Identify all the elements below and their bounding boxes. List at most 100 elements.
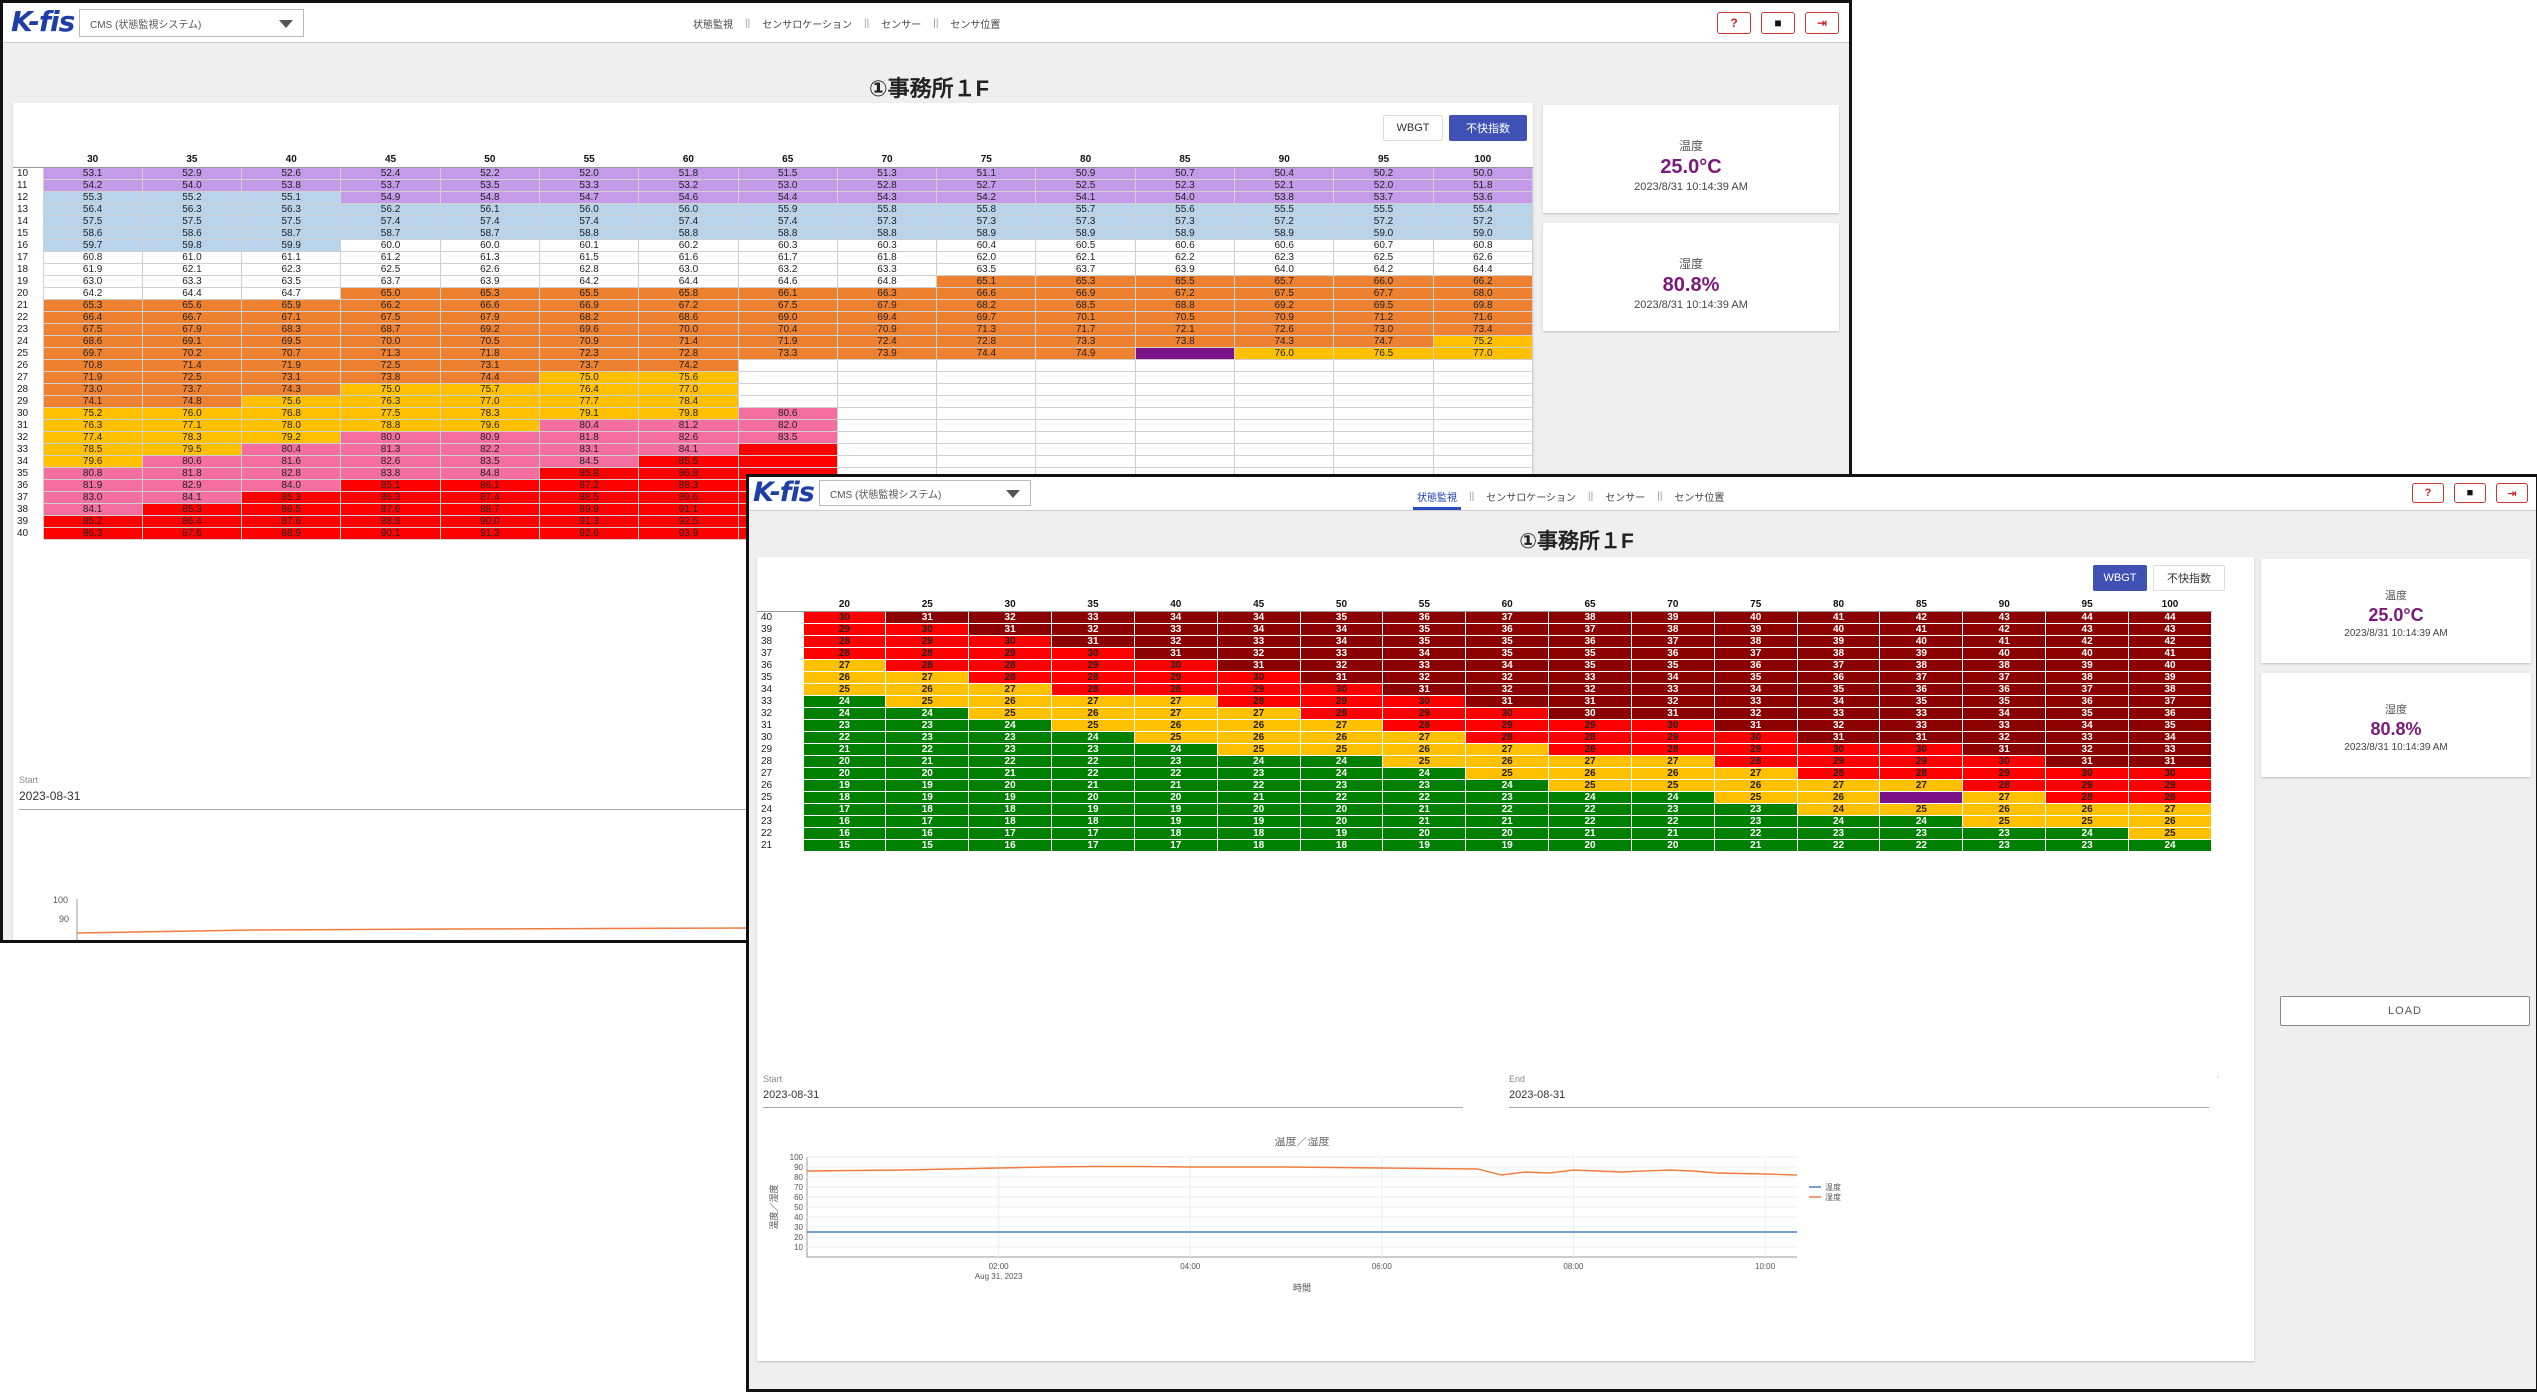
load-button[interactable]: LOAD — [2280, 996, 2530, 1026]
table-cell: 77.0 — [638, 382, 739, 396]
help-icon[interactable]: ? — [1717, 12, 1751, 34]
table-cell: 80.6 — [737, 406, 838, 420]
table-cell: 75.2 — [42, 406, 143, 420]
table-cell: 42 — [1962, 622, 2047, 636]
table-cell — [737, 394, 838, 408]
table-cell: 65.7 — [1234, 274, 1335, 288]
table-cell: 53.7 — [1333, 190, 1434, 204]
logout-icon[interactable]: ⇥ — [2496, 483, 2528, 503]
table-cell: 88.3 — [638, 478, 739, 492]
table-cell: 67.2 — [1134, 286, 1236, 300]
row-header: 22 — [757, 827, 803, 839]
column-header: 85 — [1879, 599, 1963, 612]
system-select[interactable]: CMS (状態監視システム) — [819, 480, 1031, 506]
y-tick-label: 30 — [794, 1223, 803, 1232]
table-cell: 29 — [1465, 718, 1550, 732]
column-header: 50 — [440, 153, 540, 168]
row-header: 37 — [13, 491, 43, 503]
nav-item[interactable]: センサ位置 — [950, 20, 1001, 31]
chevron-down-icon — [1006, 490, 1020, 498]
nav-item[interactable]: センサ位置 — [1674, 493, 1725, 504]
nav-item[interactable]: センサー — [1605, 493, 1646, 504]
table-cell: 35 — [2128, 718, 2212, 732]
table-cell: 61.6 — [638, 250, 739, 264]
table-cell — [1134, 454, 1236, 468]
table-cell: 36 — [1962, 682, 2047, 696]
nav-item[interactable]: 状態監視 — [693, 20, 733, 31]
table-cell: 63.9 — [1134, 262, 1236, 276]
help-icon[interactable]: ? — [2412, 483, 2444, 503]
table-cell: 72.1 — [1134, 322, 1236, 336]
table-cell: 35 — [1465, 646, 1550, 660]
table-cell: 56.0 — [538, 202, 640, 216]
table-cell: 72.8 — [936, 334, 1037, 348]
y-tick-label: 80 — [794, 1173, 803, 1182]
table-cell: 55.3 — [42, 190, 143, 204]
nav-separator: || — [1469, 491, 1475, 502]
table-cell: 24 — [802, 706, 887, 720]
table-cell — [1035, 430, 1136, 444]
table-cell: 54.3 — [836, 190, 938, 204]
table-cell: 91.3 — [439, 526, 540, 540]
table-cell: 32 — [1299, 658, 1384, 672]
table-cell: 52.5 — [1035, 178, 1136, 192]
table-cell: 65.3 — [42, 298, 143, 312]
table-cell — [1035, 370, 1136, 384]
end-date-field[interactable]: End 2023-08-31 — [1509, 1074, 2209, 1108]
table-cell: 33 — [1879, 706, 1964, 720]
table-cell: 76.3 — [42, 418, 143, 432]
table-cell: 55.5 — [1234, 202, 1335, 216]
table-cell: 60.1 — [538, 238, 640, 252]
table-cell: 21 — [1133, 778, 1218, 792]
discomfort-button[interactable]: 不快指数 — [1449, 115, 1527, 141]
page-title: ①事務所１F — [868, 76, 990, 101]
logout-icon[interactable]: ⇥ — [1805, 12, 1839, 34]
table-cell: 60.8 — [1432, 238, 1534, 252]
table-cell — [1234, 418, 1335, 432]
table-cell: 32 — [1216, 646, 1301, 660]
table-cell: 68.6 — [42, 334, 143, 348]
table-cell: 87.4 — [439, 490, 540, 504]
wbgt-button[interactable]: WBGT — [2093, 565, 2147, 591]
table-cell: 81.9 — [42, 478, 143, 492]
table-cell: 20 — [1382, 826, 1467, 840]
table-cell: 37 — [1796, 658, 1881, 672]
table-cell: 29 — [1879, 754, 1964, 768]
table-cell: 26 — [1796, 790, 1881, 804]
table-cell: 26 — [1879, 790, 1964, 804]
table-cell: 81.2 — [638, 418, 739, 432]
table-cell — [1333, 454, 1434, 468]
table-cell: 92.5 — [638, 514, 739, 528]
user-icon[interactable]: ■ — [1761, 12, 1795, 34]
nav-item[interactable]: センサー — [881, 20, 922, 31]
discomfort-button[interactable]: 不快指数 — [2153, 565, 2225, 591]
start-label: Start — [763, 1074, 783, 1084]
table-cell: 21 — [1051, 778, 1135, 792]
table-cell: 69.5 — [1333, 298, 1434, 312]
table-cell: 18 — [1299, 838, 1384, 852]
table-cell: 28 — [802, 634, 887, 648]
row-header: 10 — [13, 167, 43, 179]
nav-item[interactable]: センサロケーション — [762, 20, 853, 31]
table-cell: 25 — [1299, 742, 1384, 756]
nav-item[interactable]: 状態監視 — [1413, 489, 1461, 510]
start-date-field[interactable]: Start 2023-08-31 — [763, 1074, 1463, 1108]
row-header: 27 — [757, 767, 803, 779]
table-cell: 56.3 — [141, 202, 243, 216]
corner-cell — [757, 599, 803, 612]
system-select[interactable]: CMS (状態監視システム) — [79, 9, 304, 37]
table-cell: 25 — [968, 706, 1053, 720]
table-cell: 42 — [2128, 634, 2212, 648]
table-cell: 24 — [1299, 754, 1384, 768]
table-cell: 19 — [1216, 814, 1301, 828]
table-cell: 71.4 — [141, 358, 243, 372]
table-cell: 33 — [1796, 706, 1881, 720]
table-cell: 60.8 — [42, 250, 143, 264]
user-icon[interactable]: ■ — [2454, 483, 2486, 503]
nav-item[interactable]: センサロケーション — [1486, 493, 1577, 504]
table-cell: 22 — [1796, 838, 1881, 852]
table-cell: 86.3 — [340, 490, 441, 504]
table-cell: 34 — [1299, 634, 1384, 648]
wbgt-button[interactable]: WBGT — [1383, 115, 1443, 141]
table-cell: 67.5 — [42, 322, 143, 336]
